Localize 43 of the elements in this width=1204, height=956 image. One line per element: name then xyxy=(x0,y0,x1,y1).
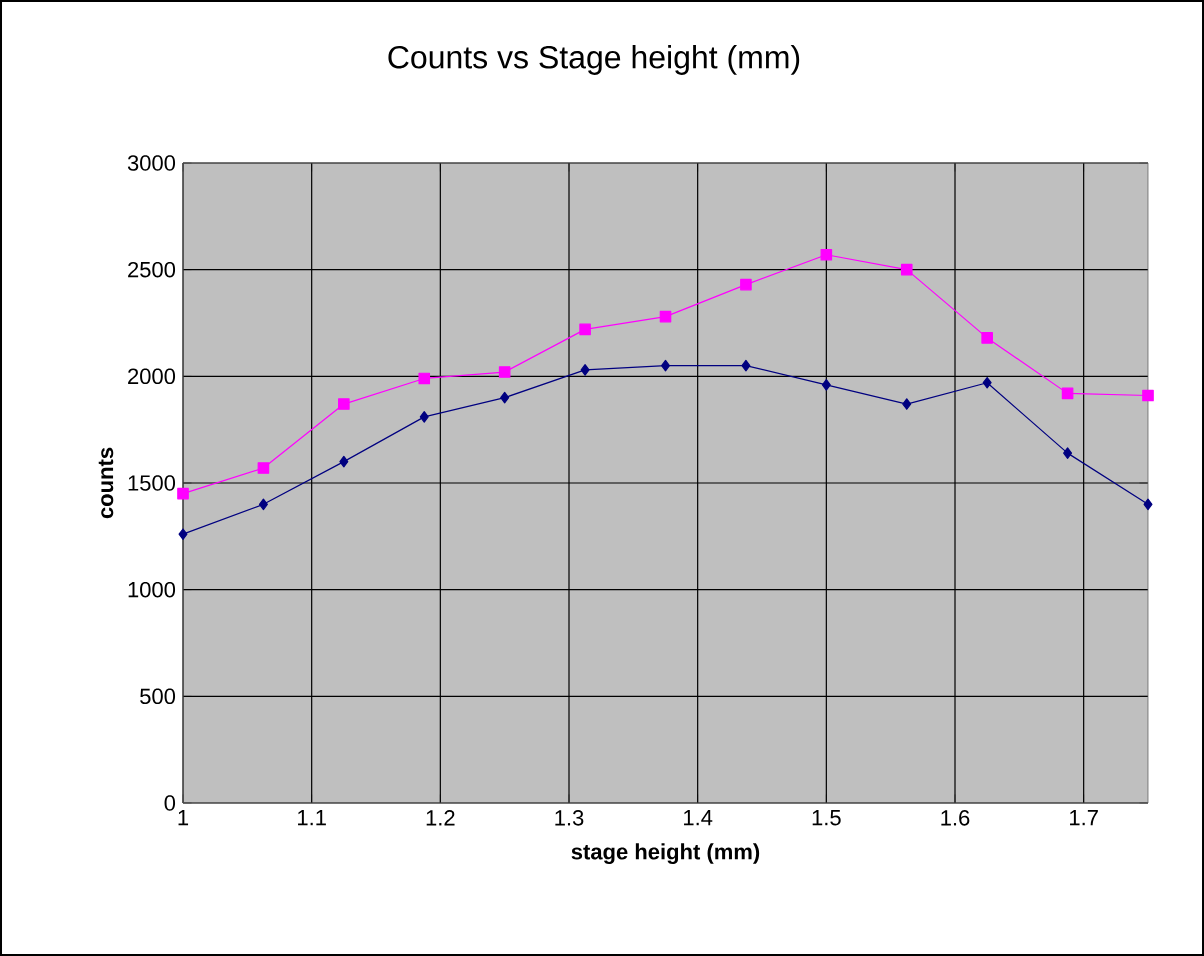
y-axis-title: counts xyxy=(98,447,114,519)
point xyxy=(1142,389,1154,402)
y-tick-label: 1000 xyxy=(128,581,176,598)
point xyxy=(659,310,672,323)
point xyxy=(178,528,188,540)
y-tick-label: 1500 xyxy=(128,475,176,491)
point xyxy=(982,376,992,389)
x-tick-label: 1.3 xyxy=(555,810,584,826)
point xyxy=(820,248,833,261)
point xyxy=(418,372,431,385)
point xyxy=(258,498,268,511)
point xyxy=(419,411,429,423)
point xyxy=(177,487,189,500)
point xyxy=(338,398,350,410)
y-tick-label: 2000 xyxy=(128,368,176,385)
y-tick-label: 3000 xyxy=(127,155,176,171)
point xyxy=(1061,387,1074,400)
x-tick-label: 1 xyxy=(178,810,189,826)
x-tick-label: 1.4 xyxy=(684,810,713,826)
point xyxy=(902,398,912,410)
x-axis-title: stage height (mm) xyxy=(571,843,760,864)
x-tick-label: 1.5 xyxy=(812,810,841,826)
point xyxy=(740,278,752,291)
point xyxy=(579,323,591,336)
point xyxy=(257,462,270,474)
point xyxy=(900,263,913,276)
y-tick-label: 500 xyxy=(140,688,176,705)
point xyxy=(741,359,751,372)
y-tick-label: 2500 xyxy=(128,261,176,278)
point xyxy=(1143,498,1153,511)
point xyxy=(821,379,831,391)
chart-title: Counts vs Stage height (mm) xyxy=(388,45,800,75)
x-tick-label: 1.2 xyxy=(426,810,455,826)
point xyxy=(580,364,590,376)
point xyxy=(498,366,511,378)
x-tick-label: 1.6 xyxy=(941,810,970,826)
point xyxy=(339,455,349,468)
point xyxy=(981,332,993,344)
point xyxy=(500,391,510,404)
y-tick-label: 0 xyxy=(164,795,176,811)
x-tick-label: 1.7 xyxy=(1070,810,1098,826)
point xyxy=(1063,447,1073,459)
x-tick-label: 1.1 xyxy=(298,810,326,826)
